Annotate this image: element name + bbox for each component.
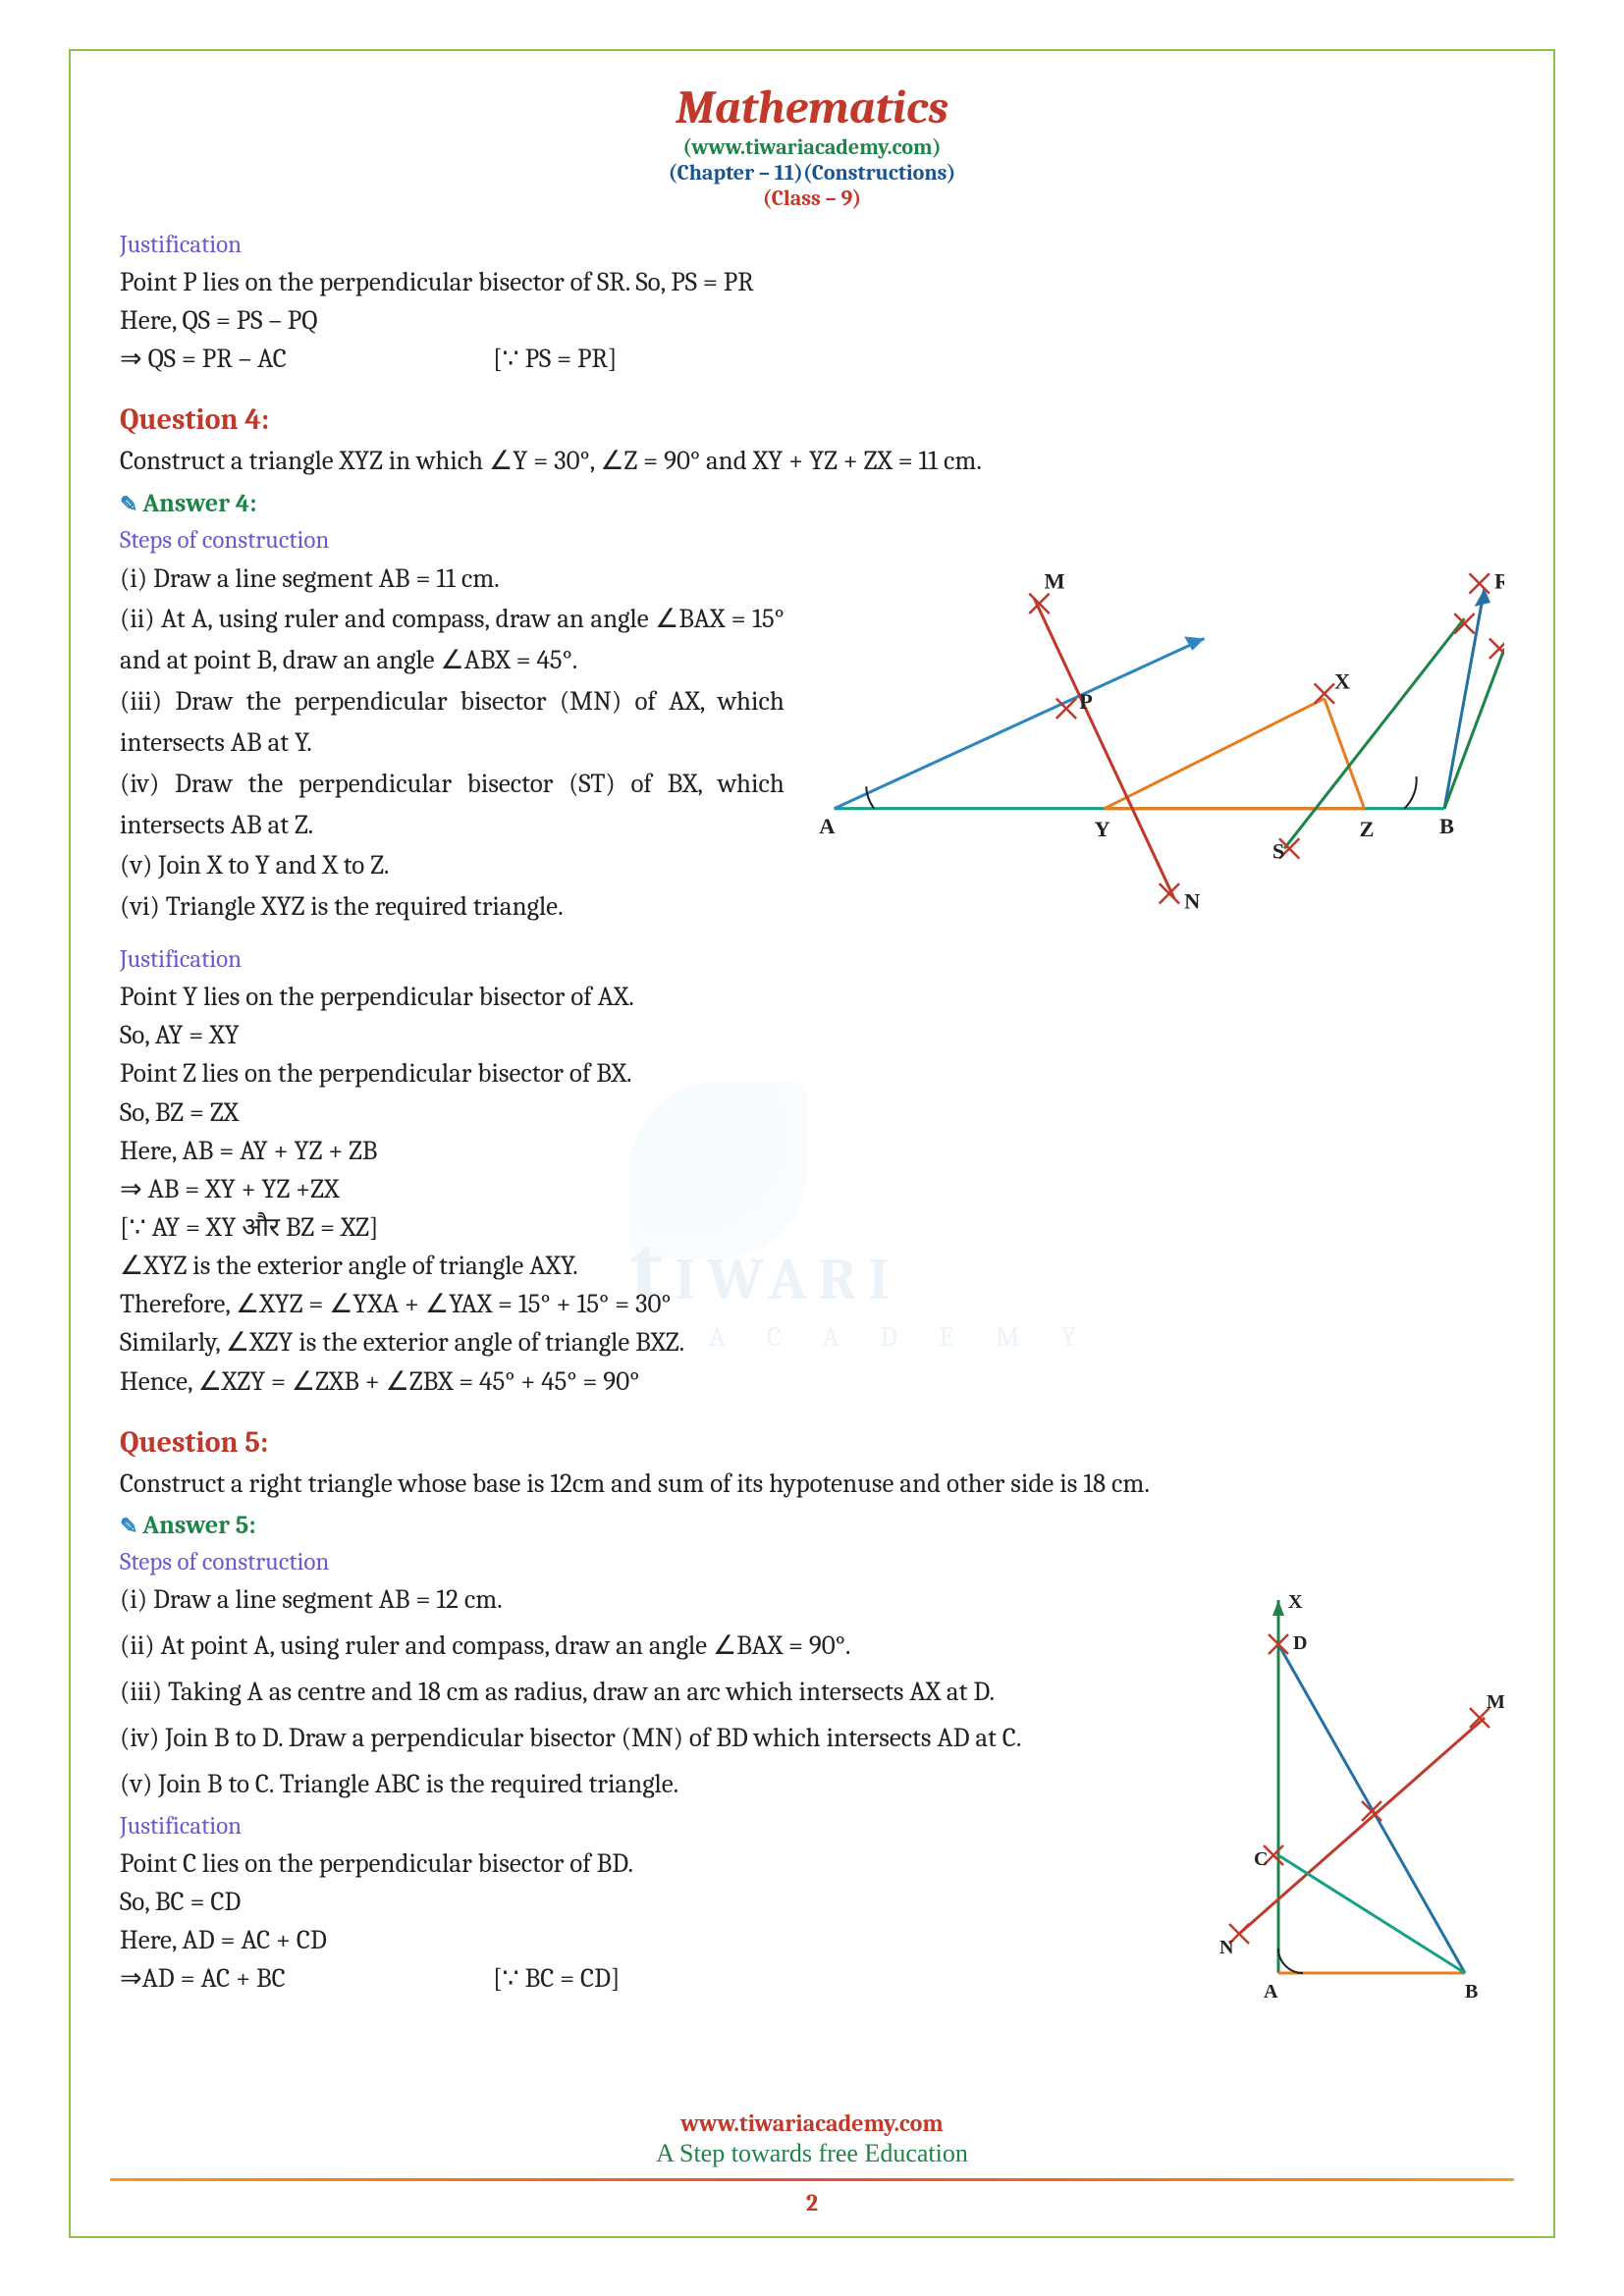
q4-j2: So, AY = XY bbox=[120, 1016, 1504, 1054]
q4-heading: Question 4: bbox=[120, 402, 1504, 437]
q4-j1: Point Y lies on the perpendicular bisect… bbox=[120, 978, 1504, 1016]
q4-s2: (ii) At A, using ruler and compass, draw… bbox=[120, 599, 785, 681]
q4-answer-heading: Answer 4: bbox=[120, 489, 1504, 518]
q5-s1: (i) Draw a line segment AB = 12 cm. bbox=[120, 1580, 1195, 1619]
q4-two-col: (i) Draw a line segment AB = 11 cm. (ii)… bbox=[120, 559, 1504, 929]
svg-text:A: A bbox=[1264, 1981, 1278, 2002]
svg-text:X: X bbox=[1288, 1591, 1303, 1613]
q4-s4: (iv) Draw the perpendicular bisector (ST… bbox=[120, 764, 785, 846]
q5-s3: (iii) Taking A as centre and 18 cm as ra… bbox=[120, 1673, 1195, 1711]
svg-text:N: N bbox=[1184, 888, 1200, 913]
svg-text:Y: Y bbox=[1094, 817, 1110, 841]
page-footer: www.tiwariacademy.com A Step towards fre… bbox=[71, 2109, 1553, 2216]
svg-text:N: N bbox=[1219, 1937, 1234, 1958]
q4-text: Construct a triangle XYZ in which ∠Y = 3… bbox=[120, 442, 1504, 480]
q5-j3: Here, AD = AC + CD bbox=[120, 1921, 1195, 1959]
footer-tagline: A Step towards free Education bbox=[71, 2139, 1553, 2168]
q5-diagram: A B C D X M N bbox=[1210, 1580, 1504, 2012]
q5-steps-heading: Steps of construction bbox=[120, 1548, 1504, 1576]
svg-text:S: S bbox=[1272, 838, 1284, 863]
q5-s2: (ii) At point A, using ruler and compass… bbox=[120, 1627, 1195, 1665]
main-title: Mathematics bbox=[120, 80, 1504, 134]
header-website: (www.tiwariacademy.com) bbox=[120, 134, 1504, 160]
intro-justification-heading: Justification bbox=[120, 231, 1504, 259]
q4-j8: ∠XYZ is the exterior angle of triangle A… bbox=[120, 1247, 1504, 1285]
q4-j3: Point Z lies on the perpendicular bisect… bbox=[120, 1054, 1504, 1093]
q4-j9: Therefore, ∠XYZ = ∠YXA + ∠YAX = 15° + 15… bbox=[120, 1285, 1504, 1323]
footer-url: www.tiwariacademy.com bbox=[71, 2109, 1553, 2137]
q4-j4: So, BZ = ZX bbox=[120, 1094, 1504, 1132]
header-class: (Class – 9) bbox=[120, 186, 1504, 211]
q4-j11: Hence, ∠XZY = ∠ZXB + ∠ZBX = 45° + 45° = … bbox=[120, 1362, 1504, 1401]
svg-text:P: P bbox=[1079, 688, 1093, 713]
q4-just-heading: Justification bbox=[120, 945, 1504, 974]
svg-text:M: M bbox=[1487, 1691, 1504, 1713]
q4-s6: (vi) Triangle XYZ is the required triang… bbox=[120, 886, 785, 928]
q4-diagram: A B Y Z X M N P R S T bbox=[804, 559, 1504, 919]
q5-s5: (v) Join B to C. Triangle ABC is the req… bbox=[120, 1765, 1195, 1803]
q4-j10: Similarly, ∠XZY is the exterior angle of… bbox=[120, 1323, 1504, 1362]
svg-text:M: M bbox=[1044, 568, 1064, 593]
q4-j6: ⇒ AB = XY + YZ +ZX bbox=[120, 1170, 1504, 1208]
q5-j1: Point C lies on the perpendicular bisect… bbox=[120, 1844, 1195, 1883]
q4-j7: [∵ AY = XY और BZ = XZ] bbox=[120, 1208, 1504, 1247]
q5-heading: Question 5: bbox=[120, 1425, 1504, 1460]
q4-j5: Here, AB = AY + YZ + ZB bbox=[120, 1132, 1504, 1170]
page-number: 2 bbox=[71, 2189, 1553, 2216]
svg-text:D: D bbox=[1293, 1632, 1307, 1654]
svg-text:C: C bbox=[1254, 1848, 1268, 1870]
q4-s3: (iii) Draw the perpendicular bisector (M… bbox=[120, 681, 785, 764]
svg-text:B: B bbox=[1465, 1981, 1478, 2002]
q5-text: Construct a right triangle whose base is… bbox=[120, 1465, 1504, 1503]
intro-line2: Here, QS = PS – PQ bbox=[120, 301, 1504, 340]
q4-steps-heading: Steps of construction bbox=[120, 526, 1504, 555]
q4-s1: (i) Draw a line segment AB = 11 cm. bbox=[120, 559, 785, 600]
q5-row: (i) Draw a line segment AB = 12 cm. (ii)… bbox=[120, 1580, 1504, 2016]
q5-s4: (iv) Join B to D. Draw a perpendicular b… bbox=[120, 1719, 1195, 1757]
q4-s5: (v) Join X to Y and X to Z. bbox=[120, 845, 785, 886]
q5-just-heading: Justification bbox=[120, 1812, 1195, 1841]
svg-text:R: R bbox=[1494, 568, 1504, 593]
svg-text:B: B bbox=[1439, 814, 1454, 838]
header-chapter: (Chapter – 11)(Constructions) bbox=[120, 160, 1504, 186]
intro-line3: ⇒ QS = PR – AC [∵ PS = PR] bbox=[120, 340, 1504, 378]
page-header: Mathematics (www.tiwariacademy.com) (Cha… bbox=[120, 80, 1504, 211]
q5-j4: ⇒AD = AC + BC [∵ BC = CD] bbox=[120, 1959, 1195, 1998]
page-frame: tIWARI A C A D E M Y Mathematics (www.ti… bbox=[69, 49, 1555, 2238]
q5-j2: So, BC = CD bbox=[120, 1883, 1195, 1921]
content-area: Mathematics (www.tiwariacademy.com) (Cha… bbox=[120, 80, 1504, 2016]
svg-text:Z: Z bbox=[1359, 817, 1374, 841]
intro-line1: Point P lies on the perpendicular bisect… bbox=[120, 263, 1504, 301]
svg-text:A: A bbox=[819, 814, 836, 838]
svg-text:X: X bbox=[1334, 668, 1350, 693]
q5-answer-heading: Answer 5: bbox=[120, 1511, 1504, 1540]
footer-divider bbox=[110, 2178, 1514, 2181]
